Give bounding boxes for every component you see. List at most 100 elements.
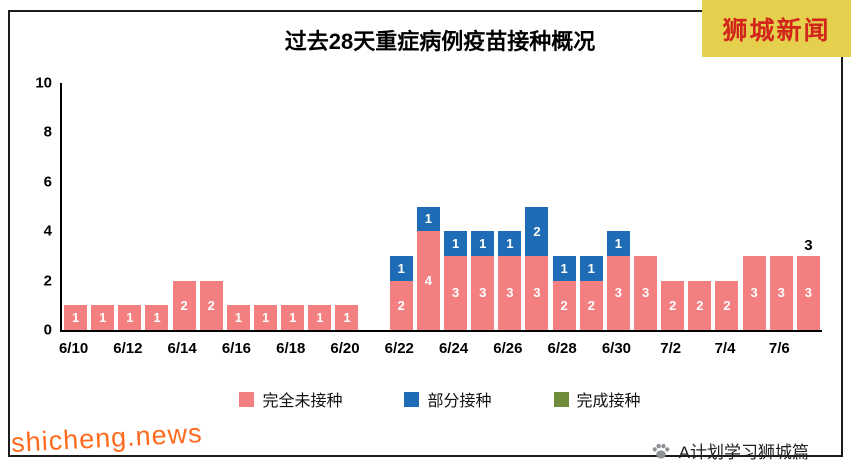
paw-icon <box>650 440 672 462</box>
bar-segment: 1 <box>335 305 359 330</box>
bar-segment: 2 <box>688 280 712 330</box>
chart-title: 过去28天重症病例疫苗接种概况 <box>284 29 596 54</box>
bar-segment: 1 <box>471 231 495 256</box>
bar-segment: 2 <box>389 280 413 330</box>
x-tick-label: 6/20 <box>330 340 360 357</box>
bar-6/18: 1 <box>279 83 306 330</box>
y-tick-label: 10 <box>35 74 52 92</box>
brand-text: 狮城新闻 <box>722 17 831 45</box>
bar-6/19: 1 <box>306 83 333 330</box>
bar-segment: 3 <box>498 255 522 330</box>
credit: A计划学习狮城篇 <box>650 438 809 463</box>
bar-segment: 1 <box>64 305 88 330</box>
bar-segment: 1 <box>145 305 169 330</box>
bar-segment: 1 <box>498 231 522 256</box>
bar-segment: 3 <box>796 255 820 330</box>
legend-item-unvaccinated: 完全未接种 <box>239 387 342 411</box>
x-tick-label: 6/14 <box>167 340 197 357</box>
bar-segment: 2 <box>661 280 685 330</box>
x-tick-label: 6/18 <box>276 340 306 357</box>
bar-6/15: 2 <box>198 83 225 330</box>
bar-segment: 3 <box>471 255 495 330</box>
legend-label-unvaccinated: 完全未接种 <box>262 393 343 410</box>
bar-segment: 2 <box>552 280 576 330</box>
bar-segment: 1 <box>552 255 576 281</box>
bar-segment: 4 <box>416 231 440 330</box>
y-tick-label: 8 <box>43 123 52 141</box>
bar-7/6: 3 <box>768 83 795 330</box>
legend: 完全未接种 部分接种 完成接种 <box>60 387 820 411</box>
bar-7/2: 2 <box>659 83 686 330</box>
bar-segment: 1 <box>254 305 278 330</box>
brand-badge: 狮城新闻 <box>702 0 851 57</box>
bar-segment: 3 <box>742 255 766 330</box>
bar-7/1: 3 <box>632 83 659 330</box>
bar-6/20: 1 <box>333 83 360 330</box>
bar-segment: 2 <box>579 280 603 330</box>
x-tick-label: 7/4 <box>714 340 736 357</box>
y-tick-label: 4 <box>43 222 52 240</box>
legend-swatch-partial <box>404 391 420 407</box>
bar-segment: 3 <box>525 255 549 330</box>
bar-6/11: 1 <box>89 83 116 330</box>
x-tick-label: 6/26 <box>493 340 523 357</box>
bar-segment: 1 <box>606 231 630 256</box>
bar-6/14: 2 <box>171 83 198 330</box>
bar-segment: 1 <box>308 305 332 330</box>
y-axis-labels: 0 2 4 6 8 10 <box>12 76 52 338</box>
y-tick-label: 0 <box>43 321 52 339</box>
bar-7/3: 2 <box>686 83 713 330</box>
bar-segment: 2 <box>199 280 223 330</box>
y-tick-label: 6 <box>43 173 52 191</box>
bar-6/12: 1 <box>116 83 143 330</box>
border-frame <box>8 10 843 457</box>
bar-segment: 1 <box>226 305 250 330</box>
bar-6/13: 1 <box>143 83 170 330</box>
last-bar-value-label: 3 <box>804 236 813 254</box>
bar-segment: 2 <box>715 280 739 330</box>
bar-7/4: 2 <box>713 83 740 330</box>
bar-segment: 1 <box>118 305 142 330</box>
bar-segment: 1 <box>281 305 305 330</box>
legend-item-full: 完成接种 <box>553 387 641 411</box>
x-tick-label: 6/22 <box>384 340 414 357</box>
bar-segment: 3 <box>769 255 793 330</box>
bar-7/5: 3 <box>741 83 768 330</box>
y-tick-label: 2 <box>43 272 52 290</box>
x-tick-label: 6/30 <box>601 340 632 357</box>
legend-swatch-full <box>553 391 569 407</box>
x-tick-label: 6/16 <box>221 340 252 357</box>
legend-label-full: 完成接种 <box>576 393 641 410</box>
bar-segment: 1 <box>444 231 468 256</box>
bar-6/17: 1 <box>252 83 279 330</box>
bar-segment: 3 <box>444 255 468 330</box>
x-tick-label: 6/10 <box>58 340 89 357</box>
legend-item-partial: 部分接种 <box>404 387 492 411</box>
x-tick-label: 7/6 <box>768 340 790 357</box>
bar-segment: 1 <box>579 255 603 281</box>
bar-segment: 3 <box>634 255 658 330</box>
x-tick-label: 6/12 <box>113 340 143 357</box>
x-tick-label: 7/2 <box>660 340 682 357</box>
x-axis-labels: 6/10 6/12 6/14 6/16 6/18 6/20 6/22 6/24 6/26 6/28… <box>58 340 820 362</box>
credit-text: A计划学习狮城篇 <box>678 443 809 462</box>
bar-6/10: 1 <box>62 83 89 330</box>
bar-6/21 <box>361 83 388 330</box>
bar-segment: 3 <box>606 255 630 330</box>
legend-swatch-unvaccinated <box>239 391 255 407</box>
bar-6/16: 1 <box>225 83 252 330</box>
bar-segment: 1 <box>389 255 413 281</box>
bar-segment: 2 <box>525 206 549 256</box>
